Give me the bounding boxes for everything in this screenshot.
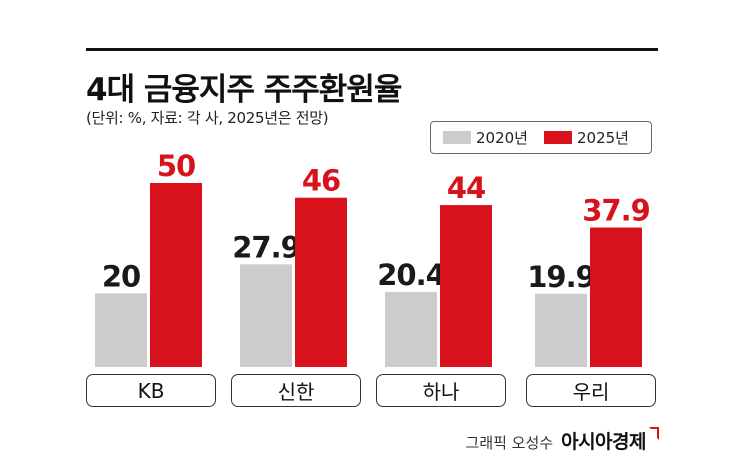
legend-swatch-2025 <box>543 131 572 144</box>
category-label-KB: KB <box>86 374 216 407</box>
data-label-우리-2020년: 19.9 <box>527 260 595 294</box>
legend-label-2025: 2025년 <box>576 129 629 147</box>
bar-우리-2025년 <box>590 227 642 367</box>
legend-swatch-2020 <box>443 131 471 144</box>
bar-신한-2020년 <box>240 264 292 367</box>
data-label-하나-2020년: 20.4 <box>377 258 445 292</box>
data-label-KB-2020년: 20 <box>102 259 140 293</box>
bar-KB-2025년 <box>150 183 202 367</box>
chart-subtitle: (단위: %, 자료: 각 사, 2025년은 전망) <box>86 109 329 127</box>
legend: 2020년 2025년 <box>430 121 652 154</box>
category-label-신한: 신한 <box>231 374 361 407</box>
legend-label-2020: 2020년 <box>476 129 528 147</box>
legend-item-2025: 2025년 <box>543 127 629 148</box>
brand-logo: 아시아경제 <box>561 431 646 453</box>
data-label-하나-2025년: 44 <box>447 171 485 205</box>
category-label-우리: 우리 <box>526 374 656 407</box>
category-label-하나: 하나 <box>376 374 506 407</box>
chart-title: 4대 금융지주 주주환원율 <box>86 72 402 108</box>
bar-우리-2020년 <box>535 293 587 367</box>
credit: 그래픽 오성수 아시아경제 <box>466 427 659 454</box>
brand-mark-icon <box>649 427 659 440</box>
legend-item-2020: 2020년 <box>443 127 528 148</box>
bar-하나-2025년 <box>440 205 492 367</box>
bar-하나-2020년 <box>385 291 437 367</box>
data-label-신한-2020년: 27.9 <box>232 230 300 264</box>
credit-text: 그래픽 오성수 <box>465 434 554 452</box>
top-rule <box>86 48 658 51</box>
bar-KB-2020년 <box>95 293 147 367</box>
data-label-KB-2025년: 50 <box>157 149 195 183</box>
data-label-우리-2025년: 37.9 <box>582 194 650 228</box>
bar-신한-2025년 <box>295 197 347 367</box>
data-label-신한-2025년: 46 <box>302 164 340 198</box>
